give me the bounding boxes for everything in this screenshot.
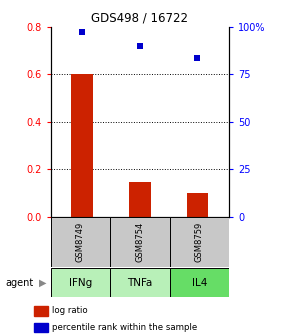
Text: GSM8759: GSM8759 — [195, 222, 204, 262]
Bar — [71, 74, 93, 217]
Text: GSM8749: GSM8749 — [76, 222, 85, 262]
Text: GSM8754: GSM8754 — [135, 222, 144, 262]
Bar — [129, 181, 151, 217]
Bar — [34, 323, 48, 333]
Bar — [186, 194, 209, 217]
Bar — [34, 306, 48, 316]
Title: GDS498 / 16722: GDS498 / 16722 — [91, 11, 188, 24]
Text: IL4: IL4 — [192, 278, 207, 288]
Text: percentile rank within the sample: percentile rank within the sample — [52, 323, 197, 332]
Bar — [170, 268, 229, 297]
Bar — [51, 217, 110, 267]
Bar — [170, 217, 229, 267]
Text: IFNg: IFNg — [69, 278, 92, 288]
Bar — [110, 217, 170, 267]
Text: ▶: ▶ — [39, 278, 47, 288]
Text: log ratio: log ratio — [52, 306, 88, 315]
Bar — [110, 268, 170, 297]
Text: agent: agent — [6, 278, 34, 288]
Text: TNFa: TNFa — [127, 278, 153, 288]
Bar — [51, 268, 110, 297]
